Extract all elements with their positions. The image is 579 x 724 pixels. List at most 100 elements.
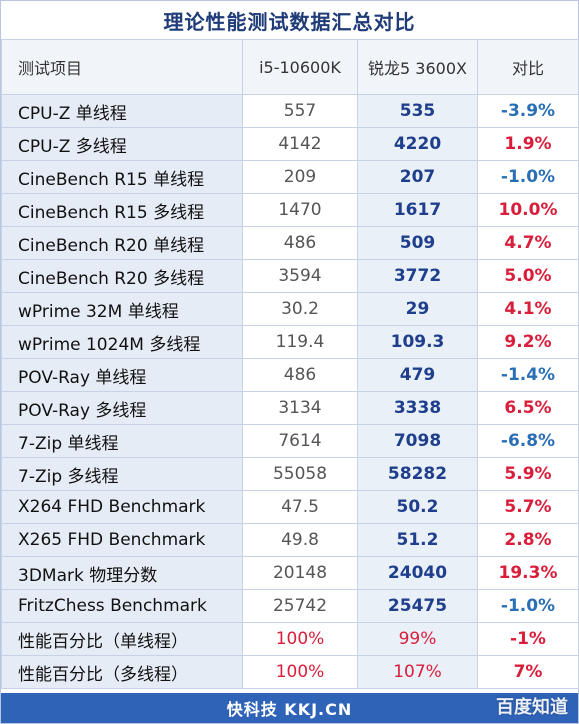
- table-row: CineBench R20 单线程 486 509 4.7%: [1, 226, 579, 260]
- intel-score-cell: 3134: [242, 391, 358, 425]
- table-row: wPrime 1024M 多线程 119.4 109.3 9.2%: [1, 325, 579, 359]
- column-header-test: 测试项目: [1, 39, 243, 95]
- amd-score-cell: 29: [357, 292, 478, 326]
- diff-cell: 5.7%: [477, 490, 579, 524]
- amd-score-cell: 109.3: [357, 325, 478, 359]
- benchmark-table: 测试项目 i5-10600K 锐龙5 3600X 对比 CPU-Z 单线程 557…: [1, 39, 579, 689]
- intel-score-cell: 486: [242, 358, 358, 392]
- test-name-cell: FritzChess Benchmark: [1, 589, 243, 623]
- table-row: CPU-Z 单线程 557 535 -3.9%: [1, 94, 579, 128]
- diff-cell: -1%: [477, 622, 579, 656]
- test-name-cell: X264 FHD Benchmark: [1, 490, 243, 524]
- watermark: 百度知道: [496, 697, 568, 718]
- amd-score-cell: 99%: [357, 622, 478, 656]
- amd-score-cell: 1617: [357, 193, 478, 227]
- table-row: 性能百分比（多线程） 100% 107% 7%: [1, 655, 579, 689]
- table-row: 7-Zip 多线程 55058 58282 5.9%: [1, 457, 579, 491]
- diff-cell: 4.1%: [477, 292, 579, 326]
- intel-score-cell: 25742: [242, 589, 358, 623]
- table-row: X265 FHD Benchmark 49.8 51.2 2.8%: [1, 523, 579, 557]
- intel-score-cell: 3594: [242, 259, 358, 293]
- test-name-cell: wPrime 1024M 多线程: [1, 325, 243, 359]
- diff-cell: -1.4%: [477, 358, 579, 392]
- test-name-cell: CPU-Z 多线程: [1, 127, 243, 161]
- intel-score-cell: 557: [242, 94, 358, 128]
- diff-cell: 9.2%: [477, 325, 579, 359]
- column-header-diff: 对比: [477, 39, 579, 95]
- intel-score-cell: 20148: [242, 556, 358, 590]
- test-name-cell: CPU-Z 单线程: [1, 94, 243, 128]
- diff-cell: 5.9%: [477, 457, 579, 491]
- diff-cell: 4.7%: [477, 226, 579, 260]
- test-name-cell: CineBench R20 多线程: [1, 259, 243, 293]
- test-name-cell: 7-Zip 多线程: [1, 457, 243, 491]
- amd-score-cell: 3338: [357, 391, 478, 425]
- test-name-cell: 性能百分比（单线程）: [1, 622, 243, 656]
- test-name-cell: 7-Zip 单线程: [1, 424, 243, 458]
- test-name-cell: wPrime 32M 单线程: [1, 292, 243, 326]
- amd-score-cell: 535: [357, 94, 478, 128]
- amd-score-cell: 3772: [357, 259, 478, 293]
- column-header-intel: i5-10600K: [242, 39, 358, 95]
- footer-source: 快科技 KKJ.CN: [226, 700, 353, 719]
- intel-score-cell: 49.8: [242, 523, 358, 557]
- diff-cell: 2.8%: [477, 523, 579, 557]
- diff-cell: 10.0%: [477, 193, 579, 227]
- intel-score-cell: 119.4: [242, 325, 358, 359]
- table-row: 3DMark 物理分数 20148 24040 19.3%: [1, 556, 579, 590]
- intel-score-cell: 30.2: [242, 292, 358, 326]
- intel-score-cell: 4142: [242, 127, 358, 161]
- table-row: 7-Zip 单线程 7614 7098 -6.8%: [1, 424, 579, 458]
- diff-cell: 5.0%: [477, 259, 579, 293]
- amd-score-cell: 58282: [357, 457, 478, 491]
- table-row: POV-Ray 多线程 3134 3338 6.5%: [1, 391, 579, 425]
- intel-score-cell: 55058: [242, 457, 358, 491]
- test-name-cell: CineBench R15 单线程: [1, 160, 243, 194]
- amd-score-cell: 51.2: [357, 523, 478, 557]
- amd-score-cell: 509: [357, 226, 478, 260]
- table-row: CineBench R15 单线程 209 207 -1.0%: [1, 160, 579, 194]
- amd-score-cell: 25475: [357, 589, 478, 623]
- diff-cell: 6.5%: [477, 391, 579, 425]
- test-name-cell: 性能百分比（多线程）: [1, 655, 243, 689]
- table-row: POV-Ray 单线程 486 479 -1.4%: [1, 358, 579, 392]
- amd-score-cell: 7098: [357, 424, 478, 458]
- test-name-cell: 3DMark 物理分数: [1, 556, 243, 590]
- diff-cell: 7%: [477, 655, 579, 689]
- amd-score-cell: 24040: [357, 556, 478, 590]
- table-row: CPU-Z 多线程 4142 4220 1.9%: [1, 127, 579, 161]
- intel-score-cell: 7614: [242, 424, 358, 458]
- table-row: 性能百分比（单线程） 100% 99% -1%: [1, 622, 579, 656]
- table-row: X264 FHD Benchmark 47.5 50.2 5.7%: [1, 490, 579, 524]
- diff-cell: -1.0%: [477, 589, 579, 623]
- amd-score-cell: 50.2: [357, 490, 478, 524]
- intel-score-cell: 100%: [242, 622, 358, 656]
- diff-cell: 19.3%: [477, 556, 579, 590]
- test-name-cell: CineBench R15 多线程: [1, 193, 243, 227]
- table-row: CineBench R15 多线程 1470 1617 10.0%: [1, 193, 579, 227]
- table-body: CPU-Z 单线程 557 535 -3.9% CPU-Z 多线程 4142 4220 1.9…: [1, 94, 579, 689]
- table-row: CineBench R20 多线程 3594 3772 5.0%: [1, 259, 579, 293]
- amd-score-cell: 4220: [357, 127, 478, 161]
- intel-score-cell: 486: [242, 226, 358, 260]
- test-name-cell: POV-Ray 单线程: [1, 358, 243, 392]
- test-name-cell: POV-Ray 多线程: [1, 391, 243, 425]
- diff-cell: -1.0%: [477, 160, 579, 194]
- amd-score-cell: 107%: [357, 655, 478, 689]
- page-title: 理论性能测试数据汇总对比: [163, 9, 416, 34]
- intel-score-cell: 47.5: [242, 490, 358, 524]
- intel-score-cell: 209: [242, 160, 358, 194]
- table-row: FritzChess Benchmark 25742 25475 -1.0%: [1, 589, 579, 623]
- test-name-cell: CineBench R20 单线程: [1, 226, 243, 260]
- diff-cell: 1.9%: [477, 127, 579, 161]
- table-header-row: 测试项目 i5-10600K 锐龙5 3600X 对比: [1, 39, 579, 95]
- diff-cell: -6.8%: [477, 424, 579, 458]
- test-name-cell: X265 FHD Benchmark: [1, 523, 243, 557]
- intel-score-cell: 100%: [242, 655, 358, 689]
- diff-cell: -3.9%: [477, 94, 579, 128]
- column-header-amd: 锐龙5 3600X: [357, 39, 478, 95]
- footer-bar: 快科技 KKJ.CN: [1, 693, 578, 723]
- amd-score-cell: 207: [357, 160, 478, 194]
- amd-score-cell: 479: [357, 358, 478, 392]
